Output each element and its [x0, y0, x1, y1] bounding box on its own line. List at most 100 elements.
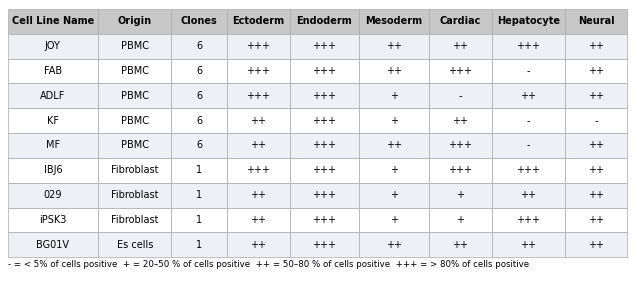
Bar: [227, 133, 290, 158]
Bar: [171, 183, 227, 208]
Text: +++: +++: [312, 116, 337, 126]
Bar: [359, 83, 429, 108]
Text: ++: ++: [452, 240, 468, 250]
Bar: [359, 34, 429, 59]
Bar: [565, 59, 627, 83]
Bar: [227, 34, 290, 59]
Text: Ectoderm: Ectoderm: [232, 16, 284, 26]
Bar: [290, 59, 359, 83]
Text: +: +: [457, 190, 464, 200]
Text: ++: ++: [588, 91, 604, 101]
Bar: [491, 183, 565, 208]
Text: Clones: Clones: [181, 16, 218, 26]
Text: +++: +++: [312, 141, 337, 150]
Bar: [565, 183, 627, 208]
Bar: [290, 108, 359, 133]
Text: ++: ++: [588, 215, 604, 225]
Text: Hepatocyte: Hepatocyte: [497, 16, 559, 26]
Bar: [98, 208, 171, 232]
Bar: [227, 232, 290, 257]
Text: +++: +++: [246, 66, 271, 76]
Text: Fibroblast: Fibroblast: [111, 190, 159, 200]
Bar: [171, 232, 227, 257]
Bar: [359, 183, 429, 208]
Text: 029: 029: [44, 190, 62, 200]
Bar: [491, 232, 565, 257]
Text: Origin: Origin: [117, 16, 152, 26]
Text: +++: +++: [246, 165, 271, 175]
Bar: [290, 232, 359, 257]
Text: BG01V: BG01V: [36, 240, 69, 250]
Text: ++: ++: [250, 116, 266, 126]
Text: 1: 1: [196, 215, 202, 225]
Text: KF: KF: [47, 116, 59, 126]
Text: ++: ++: [520, 190, 536, 200]
Text: ++: ++: [520, 91, 536, 101]
Text: +++: +++: [448, 165, 472, 175]
Bar: [429, 232, 491, 257]
Bar: [227, 83, 290, 108]
Text: -: -: [526, 66, 530, 76]
Bar: [227, 9, 290, 34]
Text: Cell Line Name: Cell Line Name: [12, 16, 94, 26]
Bar: [565, 158, 627, 183]
Bar: [171, 108, 227, 133]
Text: +++: +++: [246, 41, 271, 51]
Bar: [8, 59, 98, 83]
Text: -: -: [458, 91, 462, 101]
Bar: [8, 34, 98, 59]
Text: 6: 6: [196, 91, 202, 101]
Bar: [290, 208, 359, 232]
Bar: [98, 158, 171, 183]
Bar: [8, 83, 98, 108]
Bar: [429, 34, 491, 59]
Text: Fibroblast: Fibroblast: [111, 215, 159, 225]
Text: +: +: [390, 91, 398, 101]
Bar: [565, 83, 627, 108]
Text: +: +: [390, 165, 398, 175]
Text: FAB: FAB: [44, 66, 62, 76]
Text: ++: ++: [588, 141, 604, 150]
Bar: [98, 34, 171, 59]
Text: -: -: [526, 116, 530, 126]
Bar: [171, 208, 227, 232]
Bar: [359, 158, 429, 183]
Bar: [491, 158, 565, 183]
Text: 6: 6: [196, 41, 202, 51]
Bar: [429, 9, 491, 34]
Text: +++: +++: [312, 165, 337, 175]
Bar: [429, 158, 491, 183]
Text: 1: 1: [196, 165, 202, 175]
Bar: [429, 108, 491, 133]
Bar: [98, 9, 171, 34]
Bar: [227, 183, 290, 208]
Bar: [491, 59, 565, 83]
Bar: [359, 133, 429, 158]
Bar: [8, 9, 98, 34]
Bar: [565, 208, 627, 232]
Bar: [8, 108, 98, 133]
Bar: [227, 108, 290, 133]
Text: +++: +++: [312, 215, 337, 225]
Text: +: +: [390, 116, 398, 126]
Text: +: +: [457, 215, 464, 225]
Text: ++: ++: [520, 240, 536, 250]
Bar: [290, 83, 359, 108]
Bar: [491, 133, 565, 158]
Bar: [227, 158, 290, 183]
Bar: [359, 208, 429, 232]
Bar: [429, 133, 491, 158]
Bar: [565, 108, 627, 133]
Text: ++: ++: [250, 215, 266, 225]
Text: +++: +++: [516, 41, 540, 51]
Bar: [565, 9, 627, 34]
Text: 6: 6: [196, 116, 202, 126]
Text: PBMC: PBMC: [121, 91, 149, 101]
Bar: [98, 183, 171, 208]
Bar: [8, 158, 98, 183]
Bar: [429, 183, 491, 208]
Bar: [565, 232, 627, 257]
Bar: [290, 183, 359, 208]
Bar: [290, 133, 359, 158]
Bar: [98, 232, 171, 257]
